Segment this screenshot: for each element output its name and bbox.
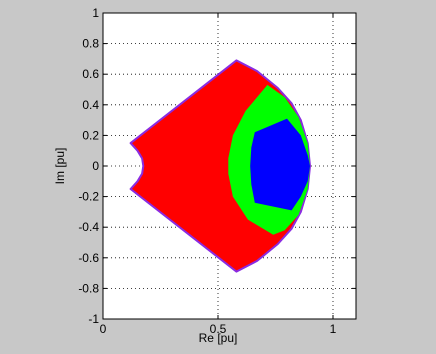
y-tick-label: 1 — [92, 6, 99, 20]
y-tick-label: -1 — [88, 312, 99, 326]
x-tick-label: 1 — [330, 322, 337, 336]
y-axis-label: Im [pu] — [53, 148, 67, 185]
y-tick-label: 0.2 — [82, 128, 99, 142]
regions — [129, 59, 311, 273]
x-tick-label: 0 — [100, 322, 107, 336]
region-3 — [250, 118, 310, 211]
y-tick-label: 0.8 — [82, 37, 99, 51]
y-tick-label: -0.2 — [78, 190, 99, 204]
tick-labels: 0 0.5 1 -1 -0.8 -0.6 -0.4 -0.2 0 0.2 0.4 0.6 0.8 1 — [78, 6, 336, 336]
x-axis-label: Re [pu] — [199, 331, 238, 345]
y-tick-label: 0.4 — [82, 98, 99, 112]
y-tick-label: 0.6 — [82, 67, 99, 81]
x-tick-label: 0.5 — [210, 322, 227, 336]
y-tick-label: -0.6 — [78, 251, 99, 265]
y-tick-label: -0.8 — [78, 281, 99, 295]
ticks — [102, 12, 356, 320]
y-tick-label: -0.4 — [78, 220, 99, 234]
y-tick-label: 0 — [92, 159, 99, 173]
